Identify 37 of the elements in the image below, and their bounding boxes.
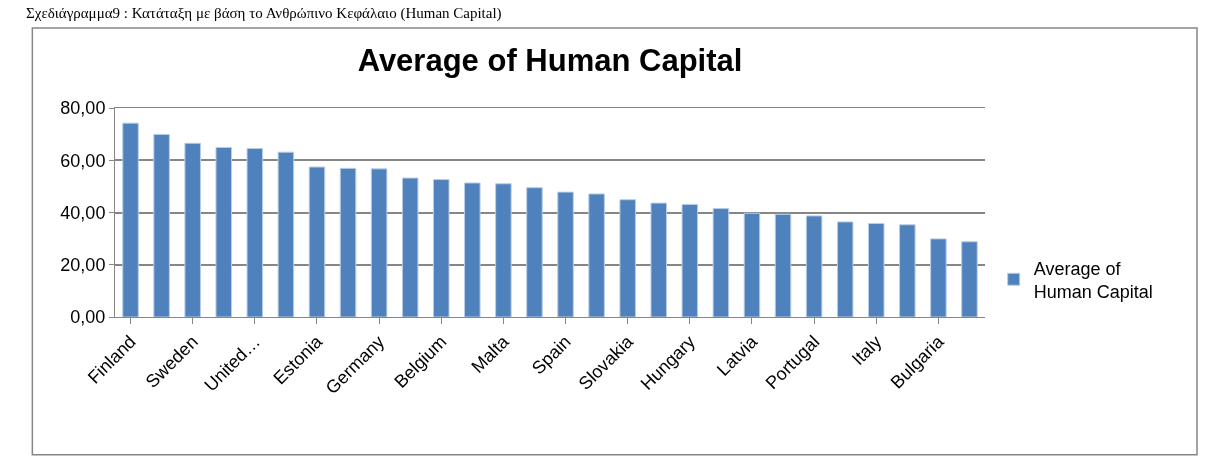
bar xyxy=(836,221,854,317)
bar xyxy=(122,122,139,317)
bar xyxy=(308,166,326,317)
bar xyxy=(277,151,295,317)
bar xyxy=(432,179,450,317)
bar xyxy=(495,183,512,317)
bar xyxy=(464,182,481,317)
bar xyxy=(184,142,201,317)
legend-label: Average of Human Capital xyxy=(1033,258,1153,302)
y-tick-label: 60,00 xyxy=(60,150,106,171)
bar xyxy=(805,215,823,317)
y-tick-label: 40,00 xyxy=(60,202,106,223)
bar xyxy=(743,212,761,317)
bar xyxy=(712,208,730,317)
bar xyxy=(557,191,574,317)
bar xyxy=(339,167,357,317)
bar xyxy=(899,224,916,317)
chart-title: Average of Human Capital xyxy=(357,42,743,78)
bar xyxy=(153,133,170,317)
bar xyxy=(588,193,605,317)
bar xyxy=(774,213,792,317)
bar xyxy=(681,203,699,317)
bar xyxy=(526,187,543,317)
bar xyxy=(961,241,978,317)
y-tick-label: 0,00 xyxy=(70,307,106,328)
bar xyxy=(370,168,388,317)
y-tick-label: 80,00 xyxy=(60,98,106,119)
bar xyxy=(650,202,668,317)
bar xyxy=(401,177,419,317)
bar xyxy=(867,222,885,317)
bar xyxy=(930,238,947,317)
bar xyxy=(215,146,233,317)
text: Σχεδιάγραμμα9 : Κατάταξη με βάση το Ανθρώπινο Κεφάλαιο (Human Capital) xyxy=(26,5,502,22)
y-tick-label: 20,00 xyxy=(60,255,106,276)
bar xyxy=(619,199,636,317)
bar xyxy=(246,147,264,317)
x-tick-label: Italy xyxy=(847,331,886,370)
